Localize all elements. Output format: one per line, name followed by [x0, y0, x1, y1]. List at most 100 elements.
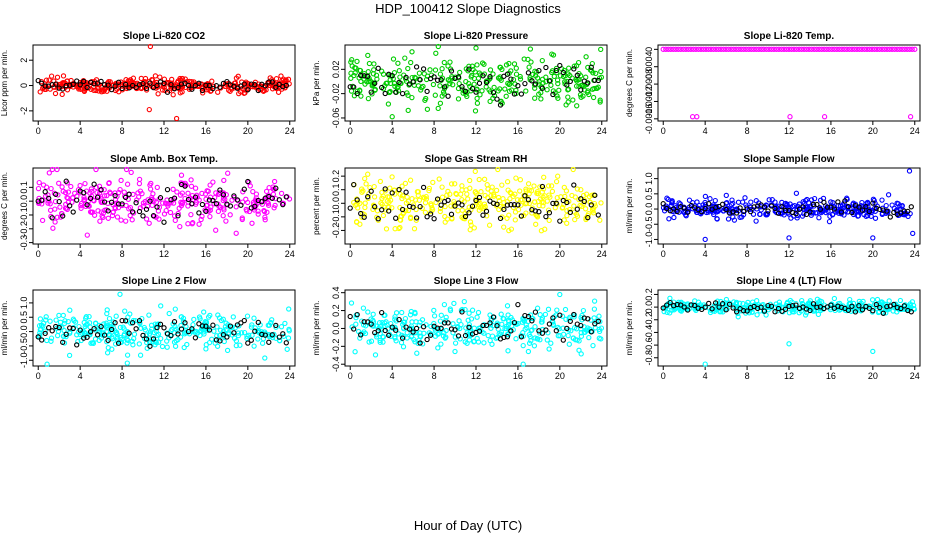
data-point: [554, 195, 560, 201]
data-point: [122, 308, 128, 314]
data-point: [44, 361, 50, 367]
data-point: [567, 209, 573, 216]
data-point: [476, 80, 483, 86]
data-point: [698, 46, 704, 52]
data-point: [562, 306, 569, 313]
data-point: [196, 82, 202, 88]
data-point: [199, 87, 206, 94]
data-point: [431, 313, 438, 319]
data-point: [105, 82, 111, 88]
data-point: [462, 88, 469, 94]
data-point: [279, 77, 285, 84]
data-point: [688, 46, 694, 52]
x-tick-label: 12: [784, 249, 794, 259]
data-point: [114, 335, 121, 341]
data-point: [86, 313, 92, 320]
x-tick-label: 24: [285, 371, 295, 381]
data-point: [417, 77, 423, 83]
data-point: [52, 206, 58, 212]
data-point: [140, 213, 146, 219]
data-point: [453, 191, 460, 197]
data-point: [433, 50, 439, 56]
data-point: [56, 180, 62, 186]
data-point: [396, 68, 402, 74]
data-point: [37, 89, 43, 95]
data-point: [400, 344, 407, 350]
data-point: [382, 90, 388, 97]
data-point: [280, 331, 286, 337]
data-point: [574, 206, 580, 212]
data-point: [806, 46, 812, 52]
data-point: [694, 209, 700, 216]
data-point: [688, 202, 694, 209]
data-point: [112, 205, 119, 212]
data-point: [461, 298, 467, 305]
data-point: [365, 194, 371, 200]
data-point: [483, 208, 490, 214]
data-point: [94, 194, 101, 200]
y-tick-label: -0.2: [19, 221, 29, 237]
data-point: [134, 197, 140, 203]
data-point: [532, 208, 539, 214]
data-point: [173, 326, 179, 332]
y-tick-label: 0.0: [19, 325, 29, 338]
data-point: [469, 85, 476, 92]
data-point: [699, 205, 706, 211]
data-point: [866, 46, 873, 52]
data-point: [758, 46, 764, 52]
data-point: [763, 46, 770, 52]
data-point: [245, 178, 251, 185]
data-point: [419, 84, 425, 91]
x-tick-label: 20: [868, 371, 878, 381]
data-point: [266, 79, 272, 85]
data-point: [215, 89, 221, 95]
data-point: [487, 67, 494, 73]
data-point: [382, 186, 388, 192]
data-point: [786, 303, 792, 310]
data-point: [772, 205, 778, 212]
data-point: [164, 186, 171, 193]
data-point: [465, 196, 471, 202]
data-point: [791, 46, 797, 52]
data-point: [836, 210, 842, 216]
data-point: [881, 46, 888, 52]
data-point: [725, 46, 732, 52]
data-point: [175, 331, 181, 337]
data-point: [49, 215, 55, 221]
data-point: [553, 200, 559, 206]
data-point: [736, 46, 742, 52]
data-point: [147, 43, 154, 50]
data-point: [223, 320, 229, 326]
data-point: [765, 208, 771, 214]
data-point: [418, 333, 424, 340]
data-point: [426, 185, 433, 192]
data-point: [511, 202, 518, 208]
data-point: [420, 341, 426, 347]
data-point: [144, 339, 150, 346]
data-point: [424, 336, 430, 343]
data-point: [501, 316, 507, 322]
x-tick-label: 4: [703, 371, 708, 381]
data-point: [199, 323, 206, 329]
x-tick-label: 0: [348, 249, 353, 259]
data-point: [555, 95, 561, 101]
data-point: [392, 191, 398, 197]
data-point: [671, 206, 677, 212]
data-point: [909, 299, 916, 305]
data-point: [203, 342, 209, 348]
data-point: [473, 197, 479, 204]
data-point: [481, 176, 488, 182]
data-point: [821, 199, 827, 205]
panel-title: Slope Amb. Box Temp.: [110, 154, 218, 165]
data-point: [539, 57, 545, 64]
data-point: [453, 190, 459, 197]
data-point: [448, 68, 455, 74]
data-point: [244, 313, 251, 319]
data-point: [81, 190, 87, 196]
data-point: [508, 76, 514, 82]
data-point: [61, 327, 67, 334]
data-point: [178, 322, 184, 329]
data-point: [161, 80, 167, 87]
data-point: [431, 74, 437, 80]
data-point: [387, 185, 393, 191]
